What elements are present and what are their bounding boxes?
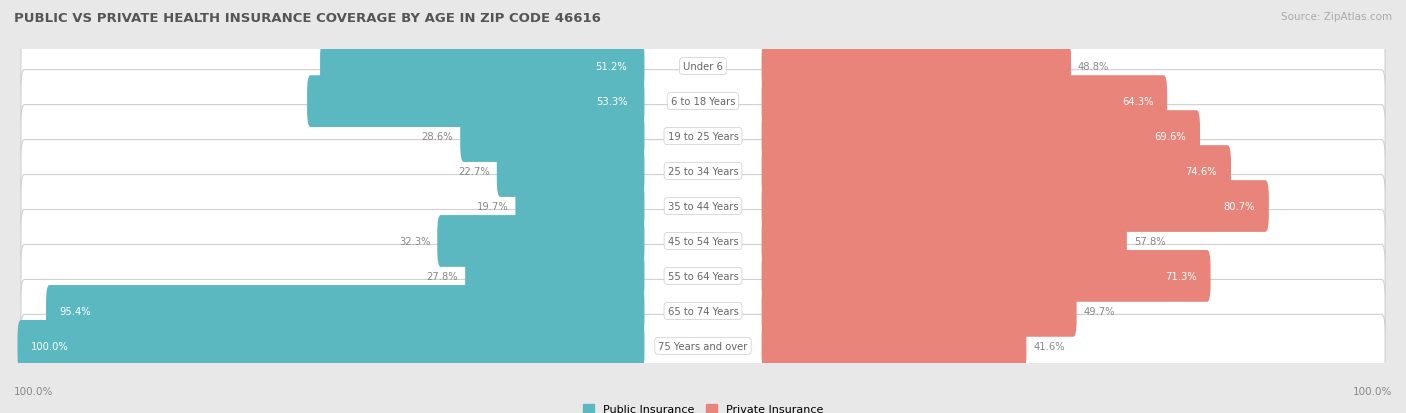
Text: 22.7%: 22.7% <box>458 166 489 177</box>
Text: 6 to 18 Years: 6 to 18 Years <box>671 97 735 107</box>
Text: 19 to 25 Years: 19 to 25 Years <box>668 132 738 142</box>
Text: 55 to 64 Years: 55 to 64 Years <box>668 271 738 281</box>
FancyBboxPatch shape <box>762 41 1071 93</box>
Text: 100.0%: 100.0% <box>14 387 53 396</box>
Text: Source: ZipAtlas.com: Source: ZipAtlas.com <box>1281 12 1392 22</box>
Text: 95.4%: 95.4% <box>60 306 91 316</box>
FancyBboxPatch shape <box>762 76 1167 128</box>
Text: 100.0%: 100.0% <box>31 341 69 351</box>
FancyBboxPatch shape <box>17 320 644 372</box>
Text: 48.8%: 48.8% <box>1078 62 1109 72</box>
FancyBboxPatch shape <box>762 216 1126 267</box>
Text: 64.3%: 64.3% <box>1122 97 1153 107</box>
Text: 49.7%: 49.7% <box>1084 306 1115 316</box>
FancyBboxPatch shape <box>762 320 1026 372</box>
FancyBboxPatch shape <box>460 111 644 163</box>
FancyBboxPatch shape <box>321 41 644 93</box>
Text: 28.6%: 28.6% <box>422 132 453 142</box>
FancyBboxPatch shape <box>21 315 1385 377</box>
Text: PUBLIC VS PRIVATE HEALTH INSURANCE COVERAGE BY AGE IN ZIP CODE 46616: PUBLIC VS PRIVATE HEALTH INSURANCE COVER… <box>14 12 600 25</box>
FancyBboxPatch shape <box>46 285 644 337</box>
Text: 74.6%: 74.6% <box>1185 166 1218 177</box>
Text: 80.7%: 80.7% <box>1223 202 1256 211</box>
FancyBboxPatch shape <box>762 285 1077 337</box>
Text: 35 to 44 Years: 35 to 44 Years <box>668 202 738 211</box>
FancyBboxPatch shape <box>21 210 1385 273</box>
Text: 27.8%: 27.8% <box>426 271 458 281</box>
Text: 69.6%: 69.6% <box>1154 132 1187 142</box>
Text: 19.7%: 19.7% <box>477 202 509 211</box>
FancyBboxPatch shape <box>307 76 644 128</box>
FancyBboxPatch shape <box>762 250 1211 302</box>
Legend: Public Insurance, Private Insurance: Public Insurance, Private Insurance <box>583 404 823 413</box>
FancyBboxPatch shape <box>762 181 1268 232</box>
Text: 65 to 74 Years: 65 to 74 Years <box>668 306 738 316</box>
Text: 25 to 34 Years: 25 to 34 Years <box>668 166 738 177</box>
Text: 32.3%: 32.3% <box>399 236 430 247</box>
FancyBboxPatch shape <box>21 71 1385 133</box>
FancyBboxPatch shape <box>21 245 1385 308</box>
FancyBboxPatch shape <box>21 140 1385 203</box>
FancyBboxPatch shape <box>762 146 1232 197</box>
Text: Under 6: Under 6 <box>683 62 723 72</box>
FancyBboxPatch shape <box>21 280 1385 342</box>
Text: 45 to 54 Years: 45 to 54 Years <box>668 236 738 247</box>
FancyBboxPatch shape <box>465 250 644 302</box>
Text: 57.8%: 57.8% <box>1133 236 1166 247</box>
Text: 75 Years and over: 75 Years and over <box>658 341 748 351</box>
Text: 53.3%: 53.3% <box>596 97 627 107</box>
FancyBboxPatch shape <box>21 105 1385 168</box>
FancyBboxPatch shape <box>762 111 1199 163</box>
FancyBboxPatch shape <box>21 175 1385 238</box>
FancyBboxPatch shape <box>496 146 644 197</box>
Text: 51.2%: 51.2% <box>596 62 627 72</box>
FancyBboxPatch shape <box>516 181 644 232</box>
Text: 100.0%: 100.0% <box>1353 387 1392 396</box>
Text: 71.3%: 71.3% <box>1166 271 1197 281</box>
FancyBboxPatch shape <box>437 216 644 267</box>
Text: 41.6%: 41.6% <box>1033 341 1064 351</box>
FancyBboxPatch shape <box>21 36 1385 98</box>
